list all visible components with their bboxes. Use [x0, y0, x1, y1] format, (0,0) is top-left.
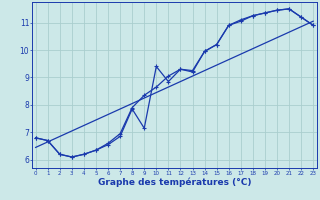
X-axis label: Graphe des températures (°C): Graphe des températures (°C) — [98, 177, 251, 187]
